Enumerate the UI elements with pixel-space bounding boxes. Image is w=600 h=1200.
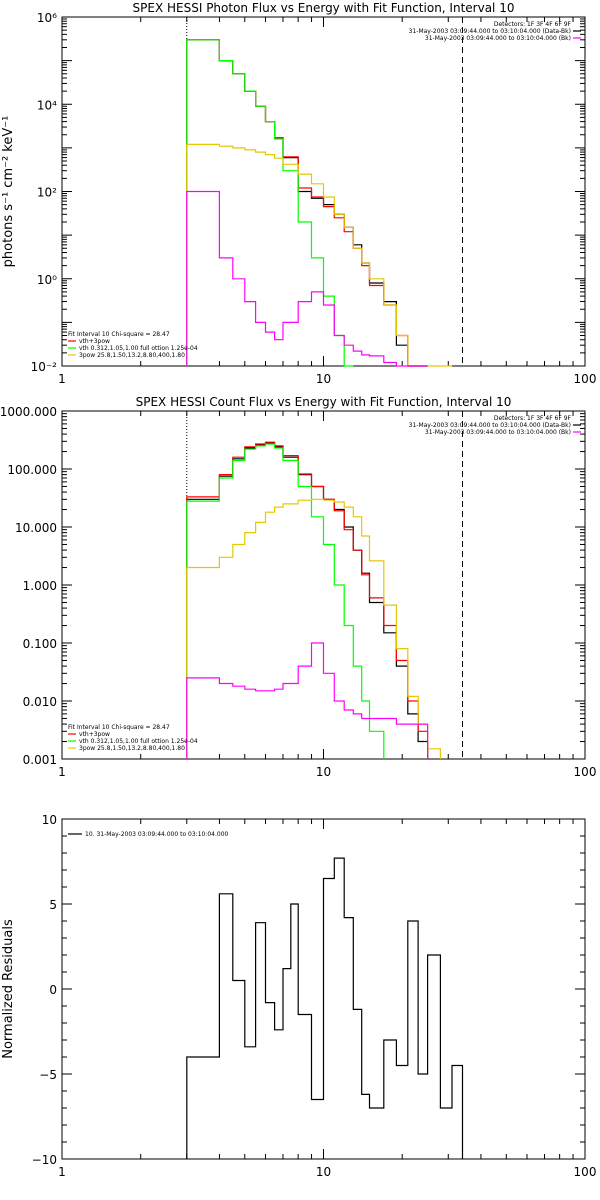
- chart2-xtick-label: 100: [574, 765, 597, 779]
- chart1-ytick-label: 10⁶: [37, 11, 57, 25]
- chart3-series-0: [186, 857, 464, 1159]
- chart1-legend-line: 3pow 25.8,1.50,13.2,8.80,400,1.80: [79, 352, 185, 359]
- chart1-header-line: Detectors: 1F 3F 4F 6F 9F: [494, 21, 572, 28]
- chart2-header-line: 31-May-2003 03:09:44.000 to 03:10:04.000…: [409, 422, 571, 429]
- chart1-series-2: [186, 39, 354, 367]
- chart3-xtick-label: 10: [316, 1165, 331, 1179]
- chart2-legend-line: vth 0.312,1.05,1.00 full ottion 1.25e-04: [79, 738, 198, 745]
- chart2-legend-line: vth+3pow: [79, 731, 110, 738]
- chart2-series-1: [186, 441, 429, 759]
- chart1-title: SPEX HESSI Photon Flux vs Energy with Fi…: [133, 1, 515, 15]
- chart2-series-3: [186, 498, 441, 759]
- chart2-header-line: 31-May-2003 03:09:44.000 to 03:10:04.000…: [425, 429, 571, 436]
- chart1-series-1: [186, 39, 428, 367]
- chart2-title: SPEX HESSI Count Flux vs Energy with Fit…: [136, 395, 512, 409]
- chart1-ytick-label: 10²: [37, 186, 57, 200]
- chart1-legend-line: Fit Interval 10 Chi-square = 28.47: [68, 331, 170, 338]
- chart3-ytick-label: 0: [49, 983, 57, 997]
- chart2-axes-frame: [61, 410, 586, 760]
- chart2-series-4: [186, 642, 429, 759]
- chart3-ylabel: Normalized Residuals: [1, 919, 16, 1059]
- chart3-ytick-label: 10: [42, 813, 57, 827]
- chart2-xtick-label: 10: [316, 765, 331, 779]
- chart2-series-0: [186, 442, 429, 759]
- chart2-ytick-label: 100.000: [7, 463, 57, 477]
- chart1-ytick-label: 10⁻²: [31, 360, 58, 374]
- chart3-ytick-label: −5: [39, 1068, 57, 1082]
- chart1-legend-line: vth 0.312,1.05,1.00 full ottion 1.25e-04: [79, 345, 198, 352]
- chart2-legend-line: 3pow 25.8,1.50,13.2,8.80,400,1.80: [79, 745, 185, 752]
- chart1-series-3: [186, 143, 452, 367]
- chart1-header-line: 31-May-2003 03:09:44.000 to 03:10:04.000…: [409, 28, 571, 35]
- chart1-ylabel: photons s⁻¹ cm⁻² keV⁻¹: [1, 116, 16, 268]
- chart2-ytick-label: 0.100: [23, 637, 57, 651]
- chart2-ytick-label: 10.000: [15, 521, 57, 535]
- chart3-xtick-label: 1: [58, 1165, 66, 1179]
- chart1-xtick-label: 100: [574, 372, 597, 386]
- chart1-series-4: [186, 190, 428, 367]
- chart3-ytick-label: −10: [32, 1153, 57, 1167]
- chart1-series-0: [186, 39, 428, 367]
- chart1-legend-line: vth+3pow: [79, 338, 110, 345]
- chart2-legend-line: Fit Interval 10 Chi-square = 28.47: [68, 724, 170, 731]
- chart2-ytick-label: 0.001: [23, 753, 57, 767]
- chart1-ytick-label: 10⁰: [37, 273, 57, 287]
- chart3-xtick-label: 100: [574, 1165, 597, 1179]
- chart2-ytick-label: 0.010: [23, 695, 57, 709]
- chart1-xtick-label: 10: [316, 372, 331, 386]
- chart2-series-2: [186, 443, 385, 759]
- chart2-xtick-label: 1: [58, 765, 66, 779]
- chart1-ytick-label: 10⁴: [37, 98, 57, 112]
- chart1-header-line: 31-May-2003 03:09:44.000 to 03:10:04.000…: [425, 35, 571, 42]
- chart1-xtick-label: 1: [58, 372, 66, 386]
- chart2-ytick-label: 1.000: [23, 579, 57, 593]
- chart3-legend-line: 10. 31-May-2003 03:09:44.000 to 03:10:04…: [85, 831, 229, 838]
- chart3-ytick-label: 5: [49, 898, 57, 912]
- chart2-ytick-label: 1000.000: [0, 405, 57, 419]
- chart2-header-line: Detectors: 1F 3F 4F 6F 9F: [494, 415, 572, 422]
